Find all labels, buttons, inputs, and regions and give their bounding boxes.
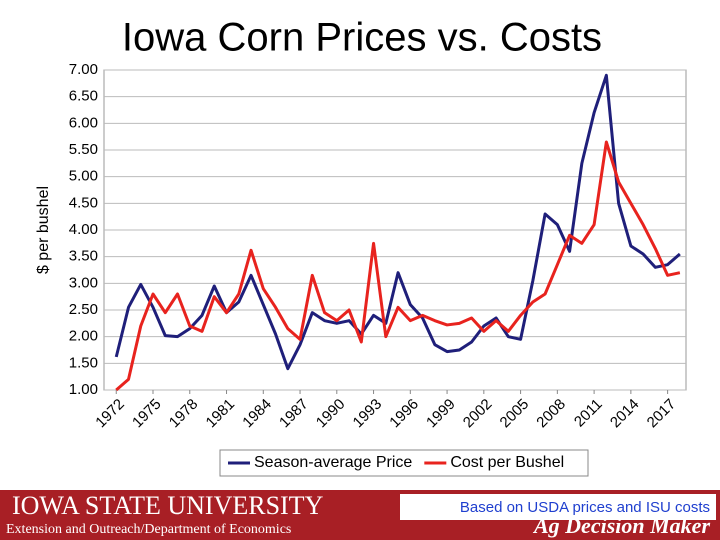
x-tick-label: 1999 xyxy=(423,396,459,432)
x-tick-label: 1996 xyxy=(386,396,422,432)
legend-label: Season-average Price xyxy=(254,454,412,471)
y-tick-label: 5.50 xyxy=(69,141,98,158)
x-tick-label: 1990 xyxy=(313,396,349,432)
y-tick-label: 2.50 xyxy=(69,301,98,318)
department: Extension and Outreach/Department of Eco… xyxy=(6,522,291,537)
x-tick-label: 1978 xyxy=(166,396,202,432)
source-note: Based on USDA prices and ISU costs xyxy=(460,499,710,516)
x-tick-label: 2014 xyxy=(607,396,643,432)
x-tick-label: 1975 xyxy=(129,396,165,432)
x-tick-label: 2017 xyxy=(644,396,680,432)
chart-title: Iowa Corn Prices vs. Costs xyxy=(122,16,602,60)
y-tick-label: 3.00 xyxy=(69,274,98,291)
series-line xyxy=(115,140,681,392)
y-axis-label: $ per bushel xyxy=(35,186,52,274)
x-tick-label: 2008 xyxy=(533,396,569,432)
legend-label: Cost per Bushel xyxy=(450,454,564,471)
x-tick-label: 1981 xyxy=(203,396,239,432)
x-tick-label: 2005 xyxy=(497,396,533,432)
university-name: Iowa State University xyxy=(12,491,324,520)
y-tick-label: 3.50 xyxy=(69,248,98,265)
y-tick-label: 6.00 xyxy=(69,114,98,131)
source-box xyxy=(400,494,716,520)
y-tick-label: 5.00 xyxy=(69,168,98,185)
y-tick-label: 2.00 xyxy=(69,328,98,345)
x-tick-label: 1984 xyxy=(239,396,275,432)
y-tick-label: 6.50 xyxy=(69,88,98,105)
y-tick-label: 4.50 xyxy=(69,194,98,211)
y-tick-label: 7.00 xyxy=(69,61,98,78)
series-line xyxy=(114,73,681,371)
x-tick-label: 2011 xyxy=(571,396,606,431)
x-tick-label: 1972 xyxy=(92,396,128,432)
x-tick-label: 1987 xyxy=(276,396,312,432)
legend-box xyxy=(219,449,589,477)
y-tick-label: 4.00 xyxy=(69,221,98,238)
x-tick-label: 1993 xyxy=(350,396,386,432)
y-tick-label: 1.50 xyxy=(69,354,98,371)
y-tick-label: 1.00 xyxy=(69,381,98,398)
brand: Ag Decision Maker xyxy=(532,513,710,538)
x-tick-label: 2002 xyxy=(460,396,496,432)
